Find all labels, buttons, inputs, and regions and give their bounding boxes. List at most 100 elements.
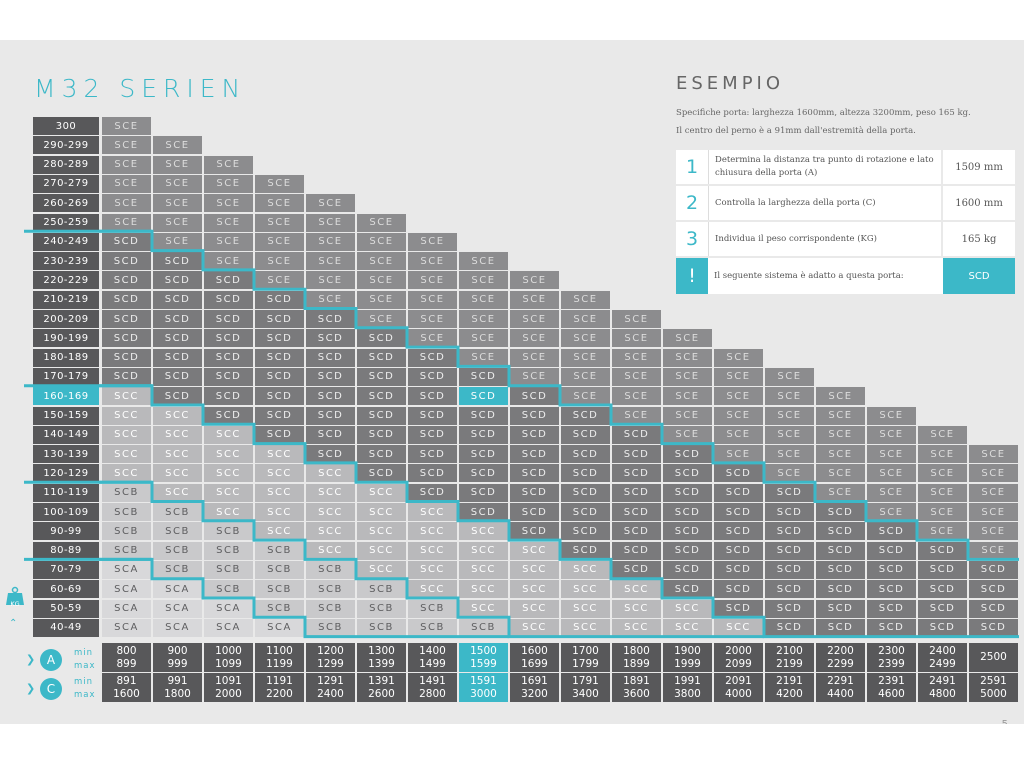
c-range-cell: 1091 2000 [204,673,253,702]
system-cell: SCE [459,271,508,290]
system-cell: SCE [714,387,763,406]
system-cell: SCC [102,464,151,483]
system-cell: SCD [918,599,967,618]
system-cell: SCE [306,252,355,271]
system-cell: SCC [255,503,304,521]
system-cell: SCD [561,445,610,464]
weight-row-label: 230-239 [33,252,99,271]
weight-row-label: 200-209 [33,310,99,328]
system-cell: SCD [867,618,916,637]
system-cell: SCD [306,406,355,425]
a-max-value: 1699 [521,657,548,670]
system-cell: SCD [663,580,712,599]
system-cell: SCD [816,580,865,599]
system-cell: SCD [918,560,967,579]
weight-row-label: 180-189 [33,348,99,367]
system-cell: SCE [765,367,814,386]
a-max-value: 1099 [215,657,242,670]
system-cell: SCE [867,445,916,464]
c-range-cell: 2491 4800 [918,673,967,702]
a-min-value: 1800 [623,644,650,657]
c-min-value: 891 [116,674,137,687]
system-cell: SCE [357,252,406,271]
system-cell: SCC [612,599,661,618]
c-range-cell: 1791 3400 [561,673,610,702]
system-cell: SCA [204,618,253,637]
a-range-cell: 1900 1999 [663,643,712,672]
a-range-cell: 1200 1299 [306,643,355,672]
system-cell: SCD [153,290,202,309]
system-cell: SCE [765,445,814,464]
system-cell: SCE [816,445,865,464]
system-cell: SCC [561,560,610,579]
system-cell: SCA [153,618,202,637]
system-cell: SCD [867,541,916,560]
system-cell: SCB [408,618,457,637]
system-cell: SCD [459,387,508,406]
system-cell: SCC [153,406,202,425]
a-min-value: 2200 [827,644,854,657]
a-circle-icon: A [40,649,62,671]
system-cell: SCC [357,560,406,579]
system-cell: SCC [357,541,406,560]
system-cell: SCE [408,290,457,309]
c-min-value: 1191 [266,674,293,687]
system-cell: SCB [306,599,355,618]
system-cell: SCE [714,367,763,386]
c-min-value: 991 [167,674,188,687]
c-max-value: 3000 [470,687,497,700]
system-cell: SCE [561,387,610,406]
system-cell: SCD [357,425,406,444]
system-cell: SCD [918,541,967,560]
system-cell: SCC [153,445,202,464]
system-cell: SCC [408,503,457,521]
c-range-cell: 1491 2800 [408,673,457,702]
system-cell: SCE [357,271,406,290]
system-cell: SCE [612,367,661,386]
system-cell: SCD [969,580,1018,599]
system-cell: SCD [153,271,202,290]
system-cell: SCE [816,387,865,406]
a-range-cell: 1600 1699 [510,643,559,672]
system-cell: SCA [204,599,253,618]
system-cell: SCB [255,560,304,579]
system-cell: SCC [255,445,304,464]
system-cell: SCC [204,425,253,444]
system-cell: SCC [663,618,712,637]
c-max-value: 2000 [215,687,242,700]
system-cell: SCD [102,367,151,386]
system-cell: SCC [102,425,151,444]
system-cell: SCE [459,310,508,328]
system-cell: SCE [663,406,712,425]
system-cell: SCD [714,503,763,521]
system-cell: SCE [663,367,712,386]
system-cell: SCE [816,464,865,483]
system-cell: SCD [255,406,304,425]
weight-icon [5,586,25,606]
a-max-value: 2099 [725,657,752,670]
system-cell: SCE [612,387,661,406]
system-cell: SCD [204,387,253,406]
system-cell: SCC [714,618,763,637]
system-cell: SCC [102,406,151,425]
page-number: 5 [1002,719,1008,724]
system-cell: SCD [459,406,508,425]
system-cell: SCD [357,445,406,464]
system-cell: SCE [612,406,661,425]
c-min-value: 1091 [215,674,242,687]
c-max-value: 1800 [164,687,191,700]
step-value: 1600 mm [941,186,1015,220]
c-range-cell: 2591 5000 [969,673,1018,702]
system-cell: SCB [357,618,406,637]
system-cell: SCD [459,425,508,444]
system-cell: SCE [969,541,1018,560]
system-cell: SCD [969,618,1018,637]
system-cell: SCE [153,232,202,251]
c-min-value: 2091 [725,674,752,687]
system-cell: SCE [969,522,1018,541]
a-min-max-label: min max [74,647,96,673]
system-cell: SCE [102,213,151,232]
system-cell: SCC [255,464,304,483]
c-min-value: 1991 [674,674,701,687]
a-min-value: 800 [116,644,137,657]
